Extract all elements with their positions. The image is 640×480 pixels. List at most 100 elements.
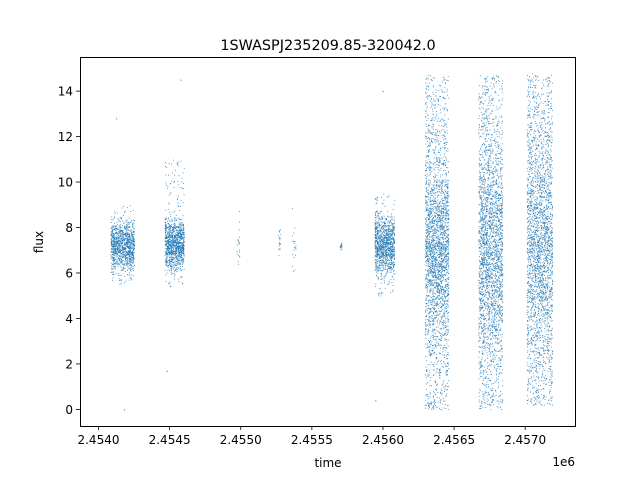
data-point bbox=[441, 164, 443, 165]
data-point bbox=[125, 236, 126, 237]
data-point bbox=[180, 277, 182, 278]
data-point bbox=[384, 232, 386, 233]
data-point bbox=[440, 242, 442, 244]
data-point bbox=[165, 237, 167, 239]
data-point bbox=[118, 252, 120, 254]
data-point bbox=[432, 149, 434, 151]
data-point bbox=[426, 269, 428, 271]
data-point bbox=[388, 239, 390, 241]
data-point bbox=[164, 270, 166, 271]
data-point bbox=[433, 296, 435, 298]
data-point bbox=[176, 238, 178, 240]
data-point bbox=[431, 354, 433, 356]
data-point bbox=[438, 272, 439, 274]
data-point bbox=[182, 241, 184, 243]
data-point bbox=[127, 238, 129, 240]
data-point bbox=[119, 240, 121, 242]
data-point bbox=[391, 238, 392, 239]
data-point bbox=[181, 242, 183, 244]
data-point bbox=[388, 243, 390, 245]
data-point bbox=[427, 162, 429, 164]
data-point bbox=[427, 196, 429, 198]
data-point bbox=[444, 82, 446, 84]
data-point bbox=[380, 260, 381, 261]
data-point bbox=[173, 227, 175, 228]
data-point bbox=[436, 238, 438, 239]
data-point bbox=[426, 178, 427, 180]
data-point bbox=[428, 340, 429, 342]
data-point bbox=[128, 251, 130, 253]
data-point bbox=[442, 211, 444, 213]
data-point bbox=[390, 257, 392, 259]
data-point bbox=[376, 253, 378, 255]
data-point bbox=[385, 257, 387, 259]
data-point bbox=[169, 233, 170, 234]
data-point bbox=[382, 251, 384, 253]
data-point bbox=[433, 201, 435, 203]
data-point bbox=[389, 254, 391, 256]
data-point bbox=[111, 246, 113, 247]
data-point bbox=[113, 250, 115, 252]
data-point bbox=[444, 179, 446, 181]
data-point bbox=[439, 392, 441, 394]
data-point bbox=[180, 233, 181, 235]
data-point bbox=[446, 211, 447, 213]
data-point bbox=[432, 248, 434, 250]
data-point bbox=[388, 226, 390, 227]
data-point bbox=[120, 238, 122, 240]
data-point bbox=[178, 235, 180, 237]
data-point bbox=[129, 250, 131, 251]
data-point bbox=[181, 258, 183, 260]
data-point bbox=[435, 106, 437, 108]
data-point bbox=[123, 252, 125, 254]
data-point bbox=[166, 256, 167, 258]
data-point bbox=[439, 210, 440, 212]
data-point bbox=[376, 228, 378, 230]
data-point bbox=[113, 233, 114, 235]
data-point bbox=[393, 227, 395, 229]
data-point bbox=[390, 234, 392, 236]
data-point bbox=[433, 104, 435, 106]
data-point bbox=[385, 254, 387, 256]
data-point bbox=[388, 255, 390, 257]
data-point bbox=[132, 253, 133, 255]
data-point bbox=[389, 282, 390, 284]
data-point bbox=[128, 246, 130, 248]
data-point bbox=[436, 206, 438, 208]
data-point bbox=[115, 248, 117, 250]
data-point bbox=[166, 232, 168, 234]
data-point bbox=[169, 286, 171, 288]
data-point bbox=[126, 233, 128, 235]
data-point bbox=[127, 229, 129, 231]
data-point bbox=[113, 225, 115, 227]
data-point bbox=[391, 263, 393, 265]
data-point bbox=[375, 269, 377, 271]
data-point bbox=[389, 237, 391, 238]
data-point bbox=[182, 230, 184, 232]
data-point bbox=[434, 275, 435, 277]
data-point bbox=[376, 251, 378, 253]
data-point bbox=[438, 243, 440, 244]
data-point bbox=[172, 257, 174, 259]
data-point bbox=[440, 119, 442, 121]
data-point bbox=[180, 256, 181, 258]
data-point bbox=[385, 259, 386, 261]
data-point bbox=[181, 269, 183, 271]
data-point bbox=[178, 206, 179, 207]
data-point bbox=[438, 230, 440, 232]
data-point bbox=[440, 174, 442, 176]
data-point bbox=[431, 303, 433, 305]
data-point bbox=[166, 252, 167, 254]
data-point bbox=[115, 262, 117, 264]
data-point bbox=[174, 240, 176, 242]
data-point bbox=[110, 235, 112, 237]
data-point bbox=[340, 246, 342, 248]
data-point bbox=[427, 243, 429, 244]
data-point bbox=[123, 257, 125, 259]
data-point bbox=[379, 295, 381, 297]
data-point bbox=[181, 228, 182, 230]
data-point bbox=[430, 195, 432, 196]
data-point bbox=[111, 238, 112, 240]
data-point bbox=[165, 236, 167, 238]
data-point bbox=[433, 274, 435, 275]
